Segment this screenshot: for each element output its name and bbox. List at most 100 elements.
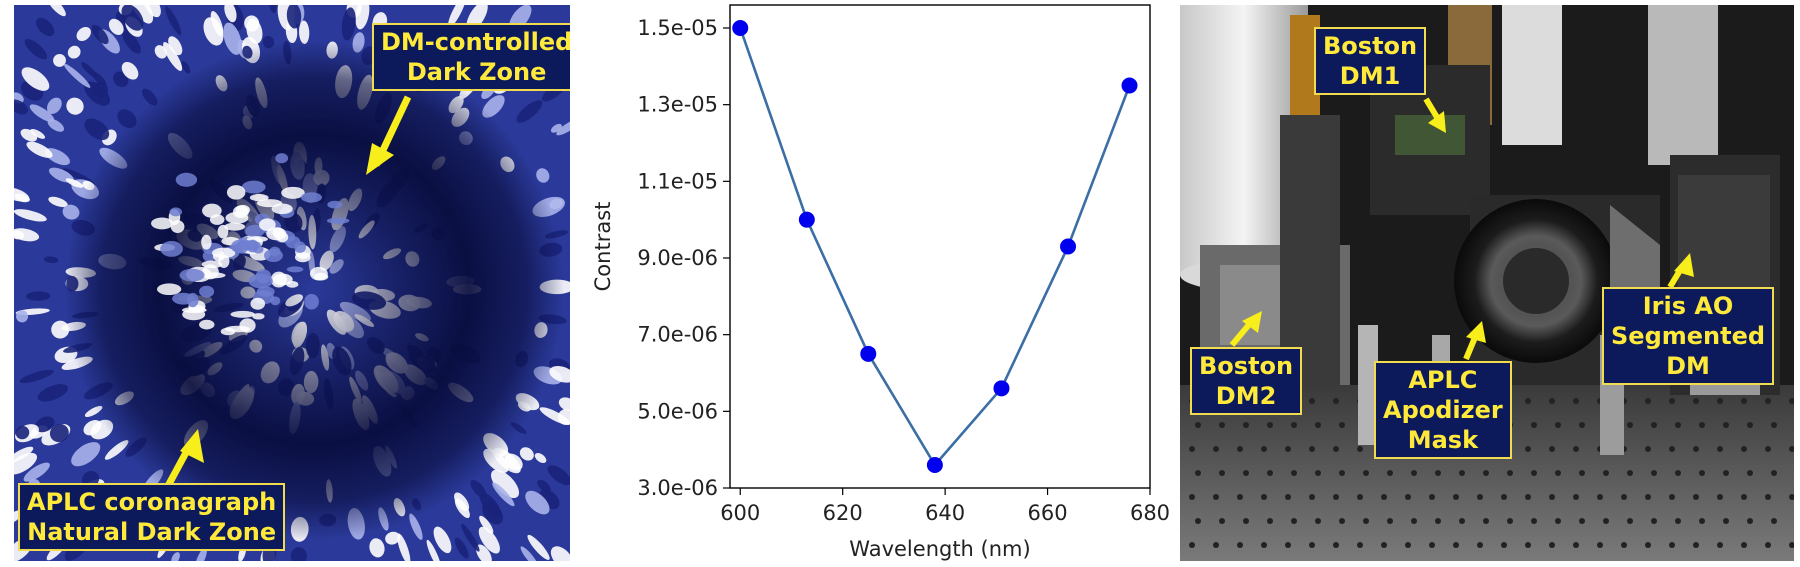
table-hole [1717, 542, 1723, 548]
speckle [201, 260, 223, 269]
table-hole [1741, 446, 1747, 452]
data-point [993, 380, 1010, 397]
contrast-vs-wavelength-chart: 600 620 640 660 680 3.0e-06 5.0e-06 7.0e-06 9.0e… [580, 0, 1170, 567]
speckle [454, 537, 469, 559]
speckle [304, 293, 319, 310]
speckle [232, 205, 249, 219]
speckle [84, 118, 110, 141]
boston-dm1-arrow [1423, 97, 1441, 121]
speckle [91, 24, 109, 45]
callout-line: DM2 [1215, 382, 1277, 410]
table-hole [1285, 446, 1291, 452]
table-hole [1693, 542, 1699, 548]
table-hole [1765, 494, 1771, 500]
speckle [163, 42, 183, 71]
speckle [29, 104, 55, 123]
table-hole [1693, 494, 1699, 500]
table-hole [1699, 422, 1705, 428]
table-hole [1741, 542, 1747, 548]
speckle [259, 218, 276, 231]
speckle [492, 482, 515, 507]
speckle [121, 61, 139, 80]
table-hole [1309, 398, 1315, 404]
dm-controlled-dark-zone-label: DM-controlled Dark Zone [372, 23, 570, 91]
speckle [63, 63, 91, 88]
speckle [187, 292, 199, 308]
data-point [798, 211, 815, 228]
speckle [250, 297, 266, 310]
speckle [223, 22, 242, 55]
table-hole [1429, 494, 1435, 500]
speckle [290, 547, 307, 561]
table-hole [1315, 422, 1321, 428]
table-hole [1387, 518, 1393, 524]
testbed-scene [1180, 5, 1794, 561]
table-hole [1645, 446, 1651, 452]
speckle [46, 97, 62, 114]
callout-line: APLC coronagraph [27, 488, 277, 516]
table-hole [1309, 494, 1315, 500]
speckle [76, 27, 91, 41]
callout-line: DM1 [1339, 62, 1401, 90]
table-hole [1573, 494, 1579, 500]
table-hole [1771, 422, 1777, 428]
speckle [255, 269, 272, 284]
speckle [37, 384, 69, 402]
speckle [121, 5, 144, 31]
speckle [245, 224, 265, 238]
callout-line: Apodizer [1383, 396, 1503, 424]
y-tick-label: 3.0e-06 [637, 476, 718, 500]
table-hole [1357, 494, 1363, 500]
speckle [490, 469, 520, 499]
table-hole [1459, 470, 1465, 476]
speckle [66, 97, 84, 115]
speckle [14, 452, 38, 475]
table-hole [1549, 398, 1555, 404]
table-hole [1339, 422, 1345, 428]
table-hole [1645, 494, 1651, 500]
speckle [550, 123, 562, 133]
table-hole [1531, 518, 1537, 524]
table-hole [1333, 446, 1339, 452]
table-hole [1411, 470, 1417, 476]
speckle [230, 310, 255, 318]
speckle [43, 256, 59, 264]
callout-line: Iris AO [1642, 292, 1734, 320]
speckle [433, 526, 452, 554]
table-hole [1189, 542, 1195, 548]
speckle [271, 203, 293, 215]
speckle [224, 5, 237, 23]
speckle [84, 81, 111, 106]
speckle [252, 313, 265, 320]
table-hole [1699, 470, 1705, 476]
aplc-zone-arrow-head [180, 429, 204, 463]
speckle [14, 209, 47, 222]
callout-line: APLC [1408, 366, 1478, 394]
speckle [160, 241, 183, 257]
table-hole [1339, 470, 1345, 476]
table-hole [1237, 446, 1243, 452]
table-hole [1645, 542, 1651, 548]
table-hole [1243, 470, 1249, 476]
speckle [14, 99, 28, 115]
speckle [470, 479, 487, 499]
speckle [252, 245, 264, 254]
data-point [926, 457, 943, 473]
table-hole [1747, 518, 1753, 524]
table-hole [1555, 518, 1561, 524]
speckle [275, 153, 289, 164]
table-hole [1741, 398, 1747, 404]
x-tick-label: 660 [1028, 501, 1068, 525]
speckle [143, 5, 161, 18]
speckle [199, 285, 215, 298]
table-hole [1363, 470, 1369, 476]
table-hole [1573, 542, 1579, 548]
aplc-mask-arrow-head [1466, 321, 1486, 343]
table-hole [1717, 446, 1723, 452]
table-hole [1723, 518, 1729, 524]
table-hole [1411, 518, 1417, 524]
speckle [281, 186, 305, 199]
speckle [170, 220, 185, 234]
speckle [224, 325, 251, 333]
table-hole [1651, 422, 1657, 428]
